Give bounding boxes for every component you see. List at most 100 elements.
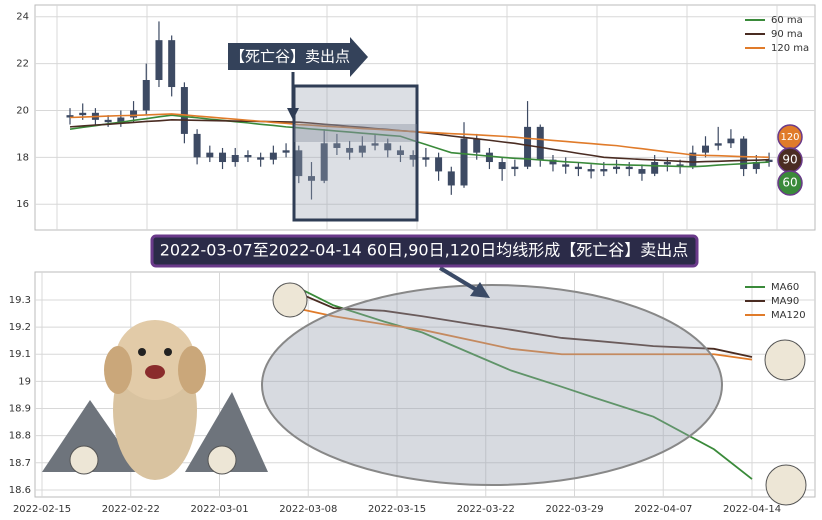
candle-body [346,147,354,153]
candle-body [765,159,773,163]
candle-body [485,152,493,163]
illustration [42,282,807,506]
label-arrow [228,37,368,77]
annotation-label: 【死亡谷】卖出点 [230,48,350,66]
candle-body [663,162,671,165]
x-tick-label: 2022-03-15 [368,504,426,515]
x-tick-label: 2022-03-22 [457,504,515,515]
candle-body [104,119,112,123]
badge-label: 120 [780,132,799,143]
badge [777,170,803,196]
candle-body [574,166,582,170]
ma-line [69,114,770,168]
candle-body [396,150,404,155]
x-tick-label: 2022-04-14 [723,504,781,515]
candle-body [117,117,125,123]
candle-body [625,166,633,170]
ma-line [295,290,753,358]
y-tick-label: 18.6 [9,485,31,496]
banner [150,234,699,268]
candle-body [600,169,608,172]
legend-label: MA90 [771,296,799,307]
y-tick-label: 18.9 [9,404,31,415]
y-tick-label: 19.1 [9,349,31,360]
candle-body [562,164,570,167]
ma-line [295,307,753,361]
candle-body [511,166,519,170]
candle-body [702,145,709,153]
candle-body [269,152,277,160]
y-tick-label: 18.8 [9,431,31,442]
candle-body [333,143,341,148]
x-tick-label: 2022-03-08 [279,504,337,515]
x-tick-label: 2022-03-29 [545,504,603,515]
candle-body [422,157,430,160]
candle-body [257,157,265,160]
x-tick-label: 2022-02-15 [13,504,71,515]
legend-label: 60 ma [771,15,803,26]
top-chart: 16 18 20 22 24 60 ma 90 ma 120 ma 120 90 60 [16,5,815,230]
candle-body [651,162,659,174]
candle-body [409,155,417,160]
ma-line [69,119,770,163]
x-tick-label: 2022-03-01 [190,504,248,515]
candle-body [282,150,290,153]
candle-body [384,143,392,151]
y-tick-label: 16 [16,199,29,210]
candle-body [295,150,303,177]
y-tick-label: 18.7 [9,458,31,469]
arrow-head [287,108,299,120]
candle-body [79,112,87,116]
y-tick-label: 19.2 [9,322,31,333]
legend-label: 90 ma [771,29,803,40]
candle-body [244,155,252,158]
x-tick-label: 2022-04-07 [634,504,692,515]
candle-body [714,143,722,146]
legend-label: MA120 [771,310,806,321]
y-tick-label: 22 [16,59,29,70]
legend-label: MA60 [771,282,799,293]
candle-body [498,162,506,170]
candle-body [587,169,595,172]
badge-label: 60 [782,176,797,190]
candle-body [460,138,468,186]
candle-body [536,126,544,160]
candle-body [371,143,379,146]
highlight-box [292,84,419,222]
highlight-band [294,124,417,142]
x-tick-label: 2022-02-22 [102,504,160,515]
candle-body [219,152,227,163]
candle-body [66,115,74,118]
candle-body [752,162,760,170]
candle-body [142,80,150,111]
candle-body [676,164,684,167]
candle-body [435,157,443,172]
y-tick-label: 24 [16,12,29,23]
candle-body [231,155,239,163]
candle-body [689,152,697,167]
candle-body [168,40,176,88]
arrow-head [470,282,490,298]
candle-body [130,110,138,118]
candle-body [320,143,328,181]
candle-body [447,171,455,186]
candle-body [180,87,188,134]
y-tick-label: 18 [16,152,29,163]
legend-label: 120 ma [771,43,809,54]
ma-line [69,113,770,159]
candle-body [613,166,621,170]
candle-body [524,126,532,167]
candle-body [193,133,201,158]
highlight-ellipse [261,284,723,486]
banner-title: 2022-03-07至2022-04-14 60日,90日,120日均线形成【死… [160,241,689,260]
ma-line [295,285,753,480]
candle-body [307,176,315,181]
badge-label: 90 [782,153,797,167]
candle-body [727,138,735,144]
arrow [438,266,482,294]
candle-body [155,40,163,80]
candle-body [206,152,214,158]
y-tick-label: 19 [18,376,31,387]
candle-body [473,138,481,153]
